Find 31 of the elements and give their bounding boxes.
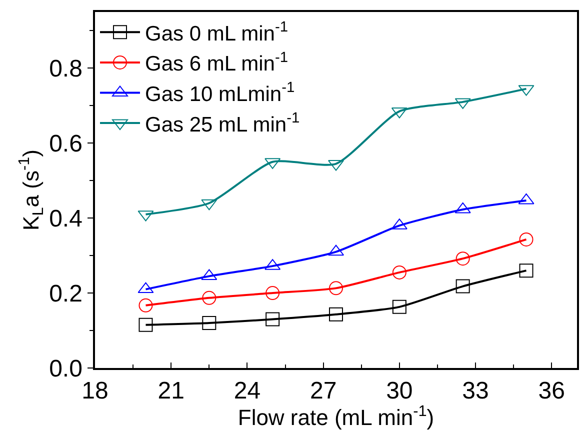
- point: [456, 252, 470, 266]
- x-tick-label: 33: [462, 378, 489, 405]
- legend-label: Gas 0 mL min$^{-1}$: [145, 20, 288, 46]
- point: [519, 264, 534, 278]
- y-tick-label: 0.0: [49, 355, 82, 382]
- legend-label: Gas 6 mL min$^{-1}$: [145, 50, 288, 76]
- y-tick-label: 0.6: [49, 130, 82, 158]
- point: [456, 279, 470, 294]
- y-tick-label: 0.4: [49, 206, 82, 233]
- legend-label: Gas 25 mL min$^{-1}$: [145, 110, 300, 136]
- x-tick-label: 24: [234, 378, 261, 405]
- point: [138, 318, 153, 332]
- point: [392, 265, 406, 280]
- legend-label: Gas 10 mLmin$^{-1}$: [145, 80, 295, 106]
- point: [519, 232, 534, 246]
- x-tick-label: 27: [310, 378, 337, 405]
- y-tick-label: 0.2: [49, 280, 82, 308]
- point: [392, 300, 406, 314]
- point: [202, 290, 216, 305]
- point: [138, 298, 153, 312]
- point: [329, 307, 343, 322]
- y-tick-label: 0.8: [49, 56, 82, 83]
- point: [266, 286, 280, 300]
- point: [266, 312, 280, 326]
- x-tick-label: 21: [158, 378, 184, 405]
- point: [202, 316, 216, 330]
- point: [329, 281, 343, 296]
- x-tick-label: 18: [82, 378, 108, 405]
- x-axis-title: Flow rate (mL min$^{-1}$): [238, 402, 434, 430]
- x-tick-label: 36: [538, 378, 565, 405]
- x-tick-label: 30: [386, 378, 413, 405]
